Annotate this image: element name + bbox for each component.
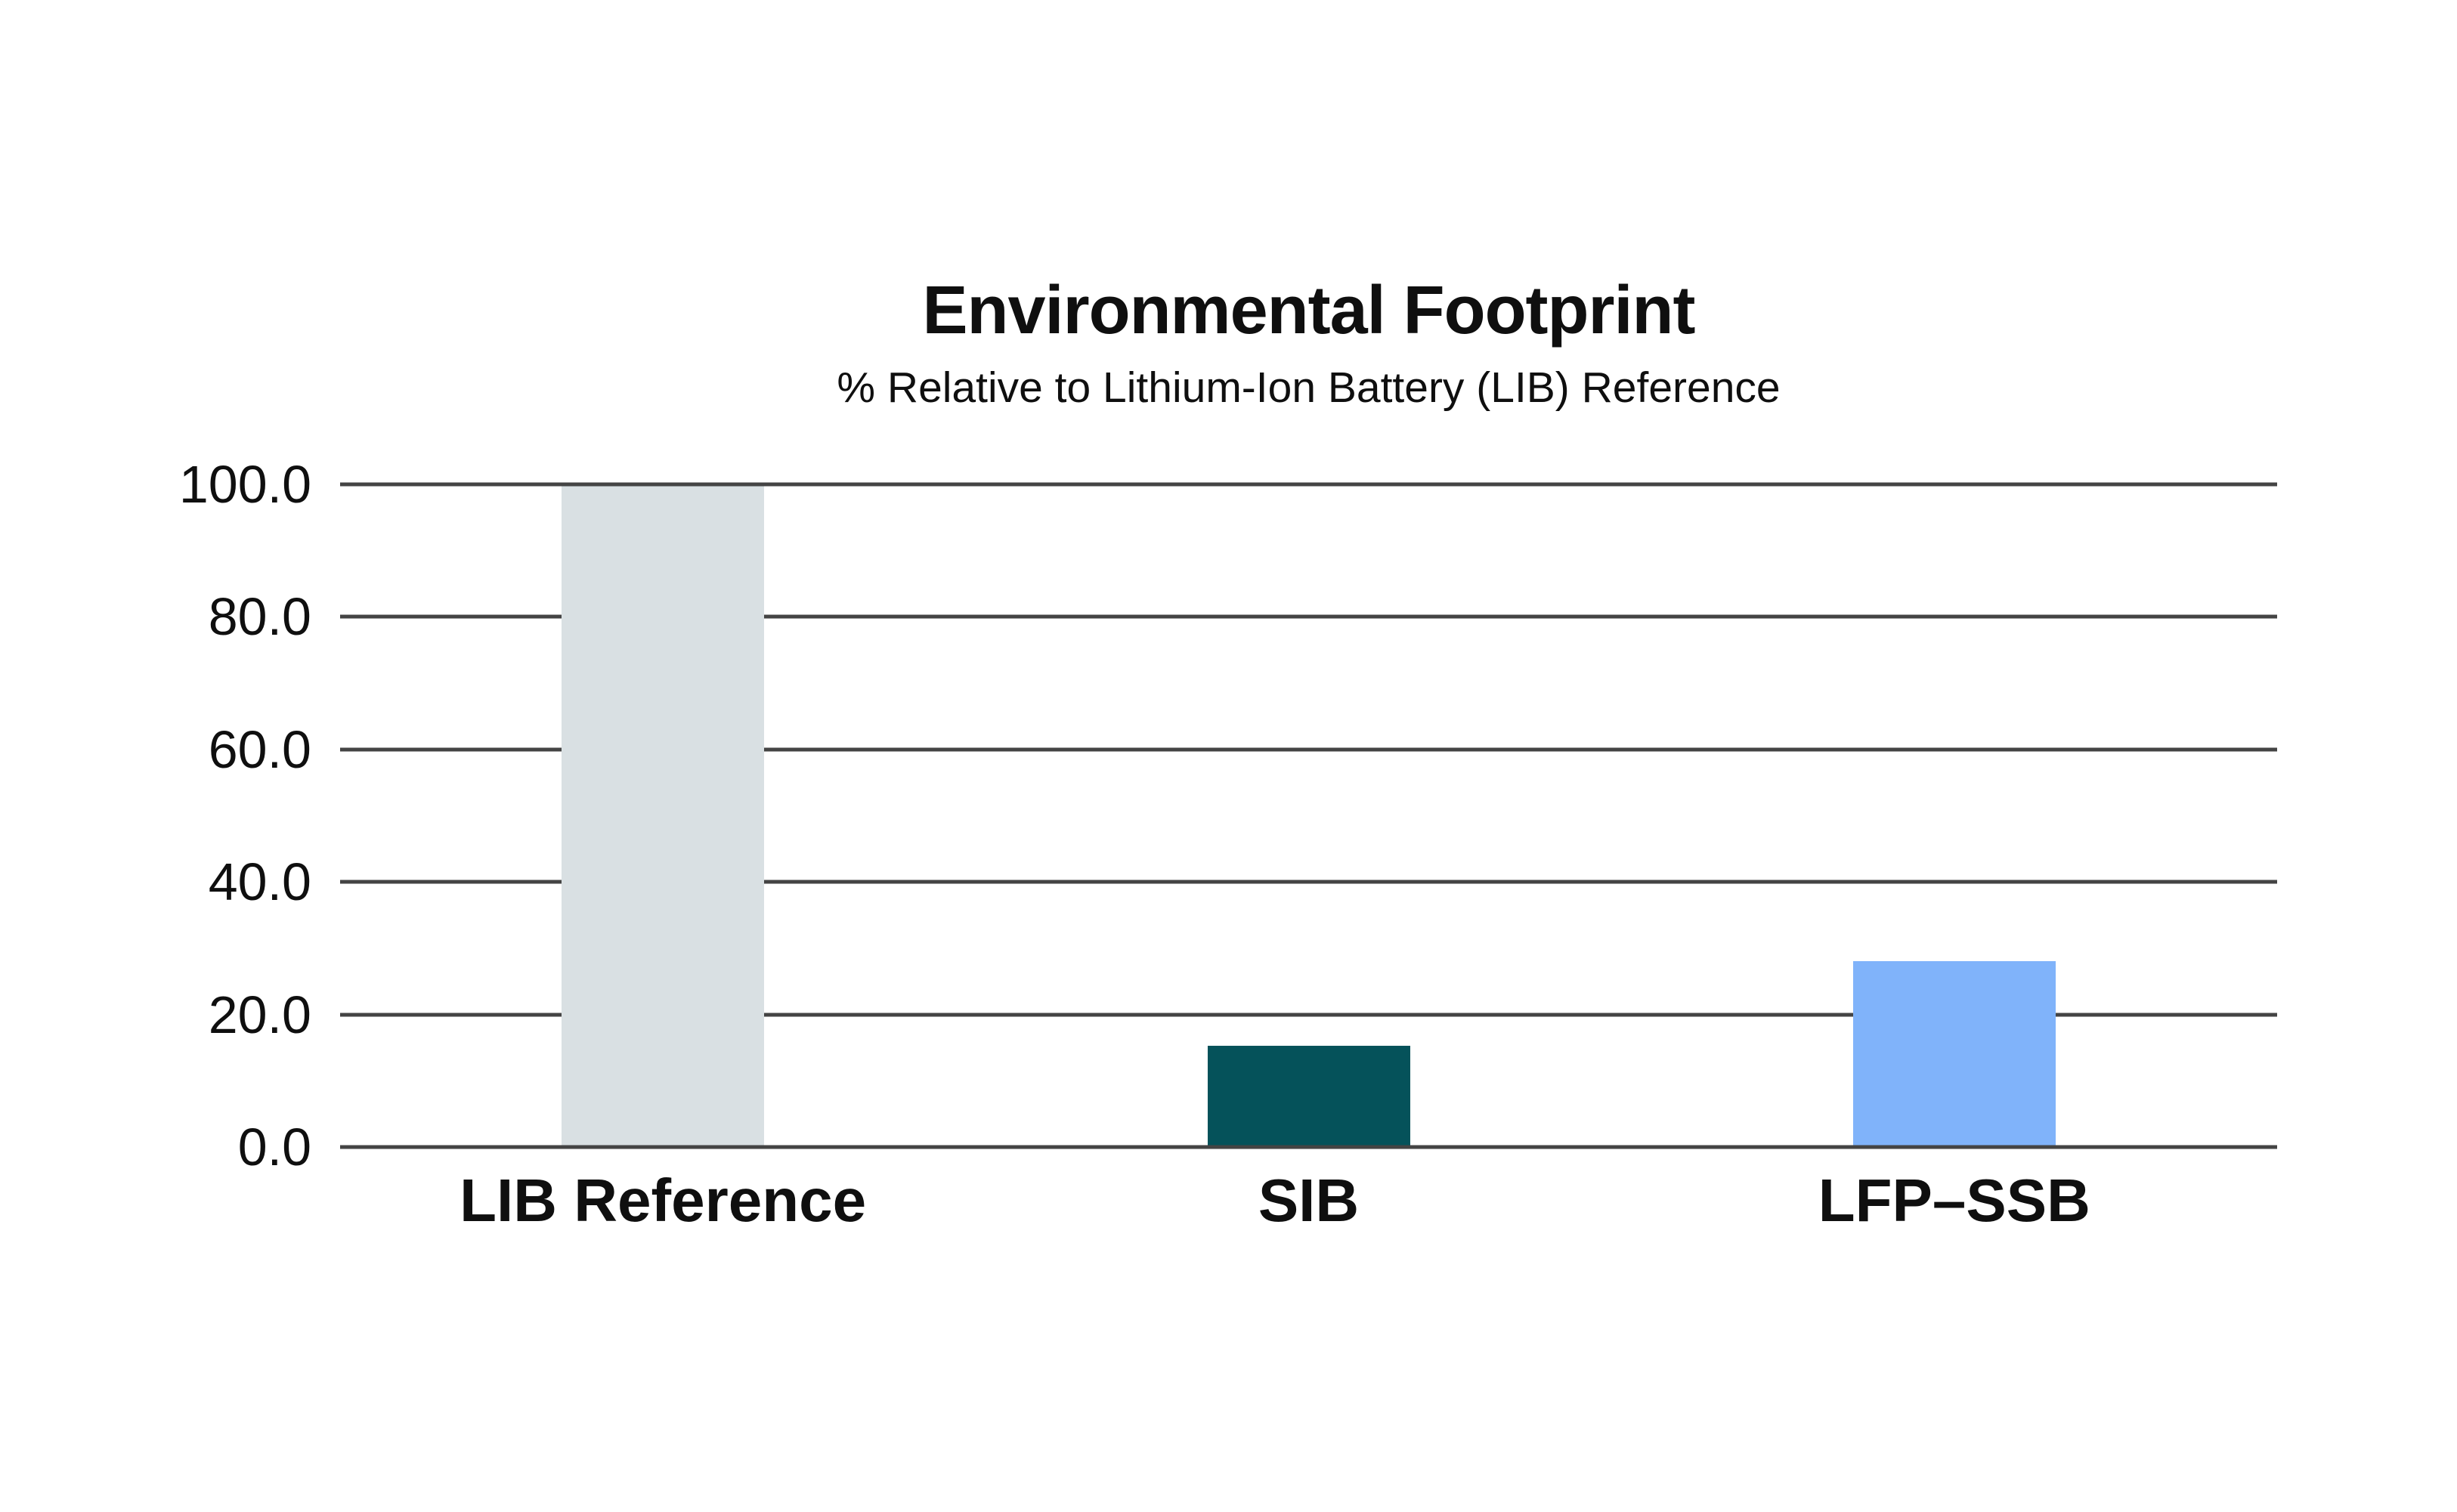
y-tick-label: 40.0 <box>208 852 311 912</box>
y-axis-tick-labels: 0.0 20.0 40.0 60.0 80.0 100.0 <box>0 458 311 1173</box>
gridline <box>340 482 2277 487</box>
bar-lib-reference <box>562 484 765 1147</box>
x-axis-category-labels: LIB Reference SIB LFP–SSB <box>340 1170 2277 1269</box>
y-tick-label: 80.0 <box>208 587 311 647</box>
y-tick-label: 100.0 <box>178 455 311 514</box>
bar-sib <box>1207 1045 1410 1147</box>
gridline <box>340 880 2277 884</box>
x-category-label-sib: SIB <box>1258 1167 1360 1234</box>
plot-area <box>340 482 2277 1149</box>
x-axis-baseline <box>340 1145 2277 1149</box>
y-tick-label: 20.0 <box>208 985 311 1044</box>
bar-lfp-ssb <box>1852 961 2056 1147</box>
gridline <box>340 747 2277 752</box>
x-category-label-lib-reference: LIB Reference <box>460 1167 867 1234</box>
gridline <box>340 614 2277 619</box>
chart-subtitle: % Relative to Lithium-Ion Battery (LIB) … <box>837 363 1781 412</box>
y-tick-label: 60.0 <box>208 719 311 779</box>
chart-title: Environmental Footprint <box>922 273 1696 348</box>
gridline <box>340 1013 2277 1017</box>
x-category-label-lfp-ssb: LFP–SSB <box>1818 1167 2090 1234</box>
y-tick-label: 0.0 <box>237 1118 311 1177</box>
